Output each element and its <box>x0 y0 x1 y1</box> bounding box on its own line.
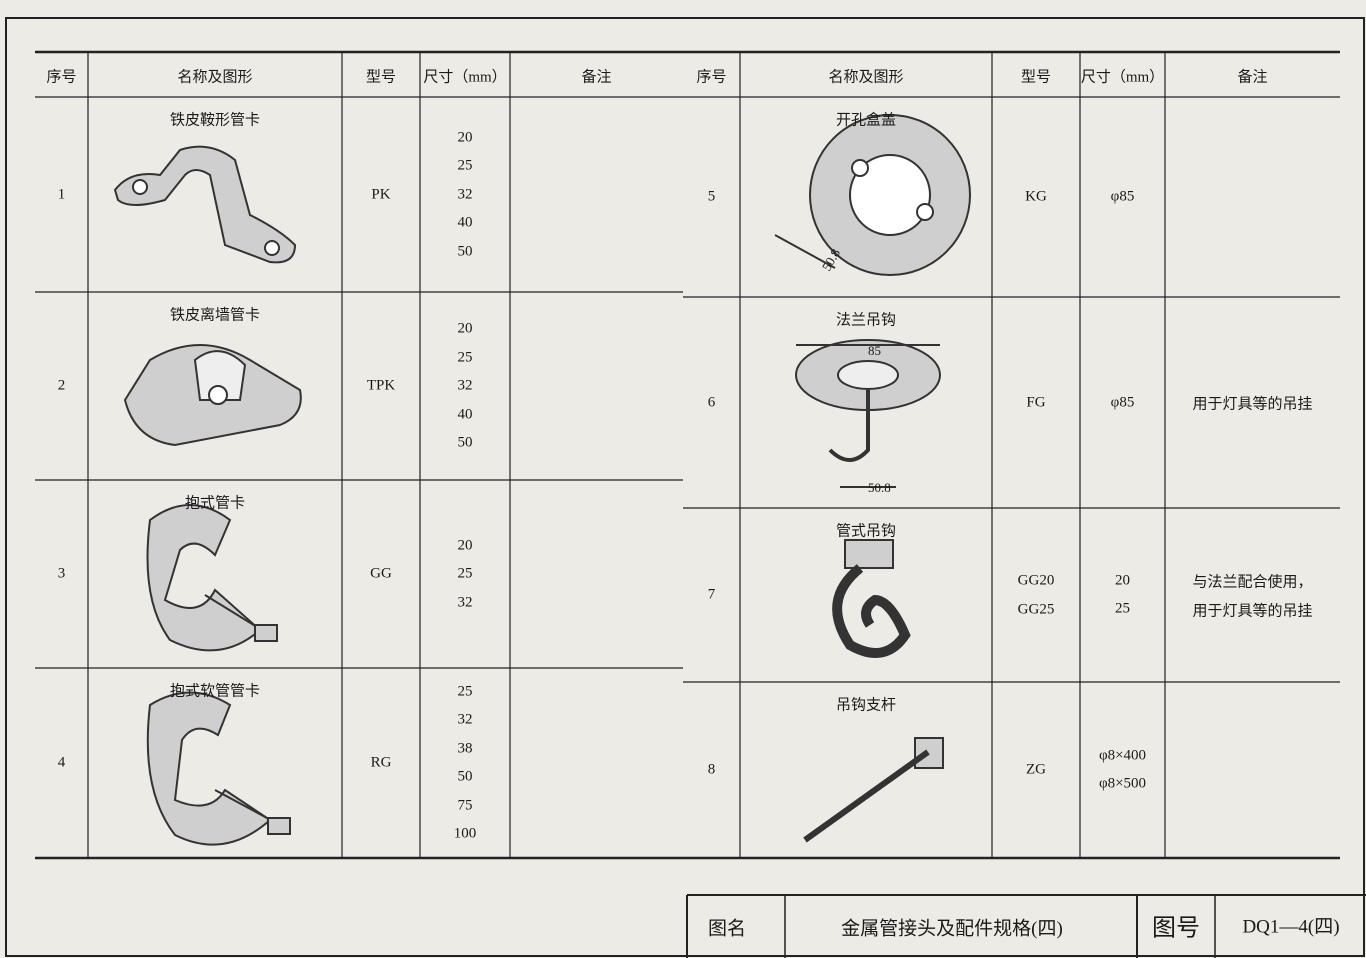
drawing-title: 金属管接头及配件规格(四) <box>841 918 1063 940</box>
size: φ85 <box>1110 394 1135 410</box>
size: φ8×400 <box>1098 747 1147 764</box>
row-number: 4 <box>57 754 66 771</box>
size: 38 <box>457 740 473 757</box>
column-header: 序号 <box>696 69 727 86</box>
column-header: 型号 <box>1020 69 1052 86</box>
size: 20 <box>457 320 473 337</box>
dimension: 85 <box>868 343 881 358</box>
model: TPK <box>366 377 396 394</box>
row-number: 6 <box>707 394 716 410</box>
row-number: 3 <box>57 565 66 582</box>
size: 25 <box>457 683 473 700</box>
item-name: 开孔盒盖 <box>835 112 897 129</box>
column-header: 尺寸（mm） <box>1080 69 1165 86</box>
dimension: 50.8 <box>868 480 891 495</box>
drawing-number: DQ1—4(四) <box>1242 916 1340 938</box>
size: 50 <box>457 243 473 259</box>
item-name: 抱式管卡 <box>184 495 246 512</box>
size: 40 <box>457 406 473 422</box>
size: 25 <box>457 565 473 582</box>
size: 25 <box>457 349 473 365</box>
column-header: 型号 <box>365 69 397 86</box>
model: FG <box>1026 394 1046 410</box>
column-header: 名称及图形 <box>177 69 253 86</box>
remark: 用于灯具等的吊挂 <box>1192 603 1313 619</box>
column-header: 名称及图形 <box>828 69 904 86</box>
size: 32 <box>457 186 473 202</box>
model: GG25 <box>1017 601 1055 617</box>
size: 100 <box>453 825 477 842</box>
row-number: 7 <box>707 586 716 603</box>
number-label: 图号 <box>1152 915 1200 942</box>
row-number: 5 <box>707 188 716 205</box>
row-number: 1 <box>57 186 66 202</box>
size: 25 <box>457 157 473 174</box>
size: φ8×500 <box>1098 775 1147 792</box>
model: KG <box>1025 188 1047 205</box>
remark: 用于灯具等的吊挂 <box>1192 396 1313 412</box>
item-name: 铁皮鞍形管卡 <box>169 112 261 129</box>
size: 32 <box>457 594 473 610</box>
model: PK <box>371 186 391 202</box>
item-name: 铁皮离墙管卡 <box>169 307 261 324</box>
model: ZG <box>1026 761 1046 778</box>
size: 75 <box>457 797 473 814</box>
model: GG20 <box>1017 572 1055 588</box>
row-number: 8 <box>707 761 716 778</box>
size: 20 <box>1115 572 1130 589</box>
size: 50 <box>457 768 473 785</box>
item-name: 管式吊钩 <box>835 523 897 540</box>
size: 32 <box>457 377 473 394</box>
size: 20 <box>457 129 473 145</box>
column-header: 尺寸（mm） <box>423 69 507 86</box>
size: φ85 <box>1110 188 1135 205</box>
size: 40 <box>457 214 473 231</box>
item-name: 抱式软管管卡 <box>169 683 261 700</box>
title-label: 图名 <box>707 918 747 940</box>
size: 32 <box>457 711 473 728</box>
model: RG <box>370 754 392 771</box>
item-name: 法兰吊钩 <box>835 312 897 329</box>
column-header: 备注 <box>581 69 612 86</box>
column-header: 备注 <box>1237 69 1268 86</box>
remark: 与法兰配合使用， <box>1192 574 1313 590</box>
size: 20 <box>457 537 473 553</box>
model: GG <box>370 565 392 582</box>
row-number: 2 <box>57 377 66 394</box>
size: 50 <box>457 434 473 451</box>
item-name: 吊钩支杆 <box>835 697 897 714</box>
column-header: 序号 <box>46 69 77 86</box>
size: 25 <box>1115 600 1130 617</box>
